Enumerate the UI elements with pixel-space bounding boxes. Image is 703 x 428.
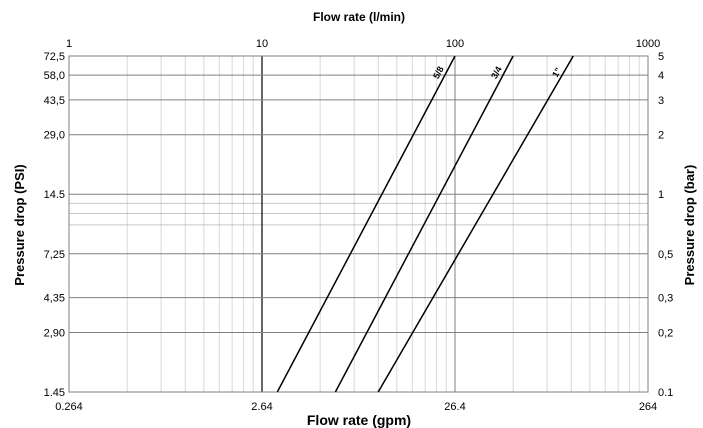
y-left-tick-label: 2,90 bbox=[44, 327, 65, 339]
series-lines: 5/8 3/4 1" bbox=[276, 55, 574, 393]
y-right-tick-label: 0,5 bbox=[658, 249, 673, 261]
y-left-tick-label: 29,0 bbox=[44, 130, 65, 142]
x-bottom-tick-label: 0.264 bbox=[55, 401, 83, 413]
y-left-tick-label: 58,0 bbox=[44, 70, 65, 82]
y-left-axis-title: Pressure drop (PSI) bbox=[12, 164, 27, 285]
y-right-tick-label: 0.1 bbox=[658, 387, 673, 399]
y-right-tick-label: 3 bbox=[658, 95, 664, 107]
y-right-tick-label: 0,3 bbox=[658, 293, 673, 305]
y-left-tick-label: 72,5 bbox=[44, 51, 65, 63]
x-top-axis-title: Flow rate (l/min) bbox=[313, 10, 405, 24]
y-left-tick-labels: 72,5 58,0 43,5 29,0 14.5 7,25 4,35 2,90 1.45 bbox=[44, 51, 65, 399]
y-right-axis-title: Pressure drop (bar) bbox=[682, 165, 697, 286]
y-left-tick-label: 43,5 bbox=[44, 95, 65, 107]
x-top-tick-label: 1 bbox=[66, 38, 72, 50]
y-right-tick-label: 1 bbox=[658, 189, 664, 201]
series-label: 1" bbox=[550, 66, 563, 79]
x-bottom-tick-label: 264 bbox=[639, 401, 657, 413]
x-top-tick-label: 100 bbox=[446, 38, 464, 50]
x-bottom-tick-labels: 0.264 2.64 26.4 264 bbox=[55, 401, 657, 413]
plot-frame bbox=[68, 55, 649, 393]
y-right-tick-labels: 5 4 3 2 1 0,5 0,3 0,2 0.1 bbox=[658, 51, 673, 399]
x-top-tick-label: 10 bbox=[256, 38, 268, 50]
y-right-tick-label: 0,2 bbox=[658, 327, 673, 339]
y-right-tick-label: 5 bbox=[658, 51, 664, 63]
series-line bbox=[377, 55, 574, 393]
x-top-tick-label: 1000 bbox=[636, 38, 660, 50]
y-left-tick-label: 4,35 bbox=[44, 293, 65, 305]
minor-grid bbox=[69, 56, 648, 392]
y-left-tick-label: 7,25 bbox=[44, 249, 65, 261]
y-right-tick-label: 2 bbox=[658, 130, 664, 142]
series-line bbox=[276, 55, 456, 393]
series-line bbox=[334, 55, 514, 393]
major-grid bbox=[68, 55, 649, 393]
x-bottom-tick-label: 2.64 bbox=[251, 401, 272, 413]
x-top-tick-labels: 1 10 100 1000 bbox=[66, 38, 660, 50]
x-bottom-tick-label: 26.4 bbox=[444, 401, 465, 413]
y-right-tick-label: 4 bbox=[658, 70, 664, 82]
y-left-tick-label: 1.45 bbox=[44, 387, 65, 399]
y-left-tick-label: 14.5 bbox=[44, 189, 65, 201]
x-bottom-axis-title: Flow rate (gpm) bbox=[307, 412, 411, 428]
